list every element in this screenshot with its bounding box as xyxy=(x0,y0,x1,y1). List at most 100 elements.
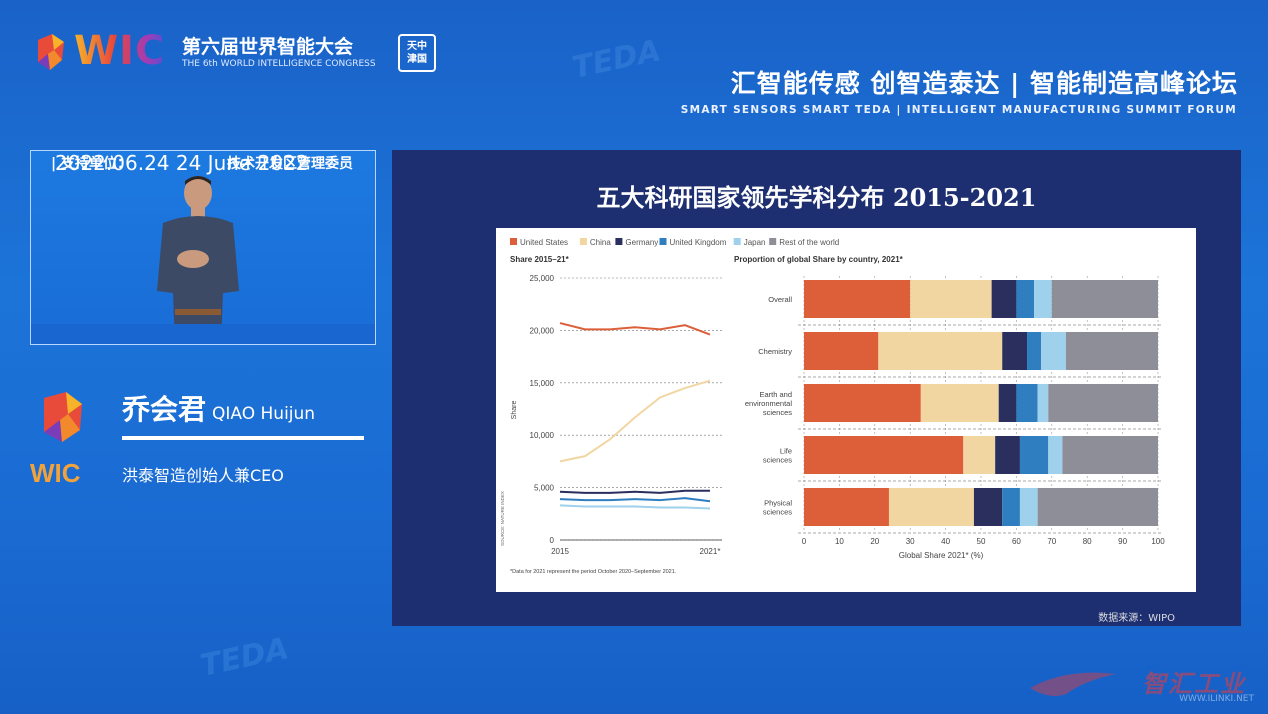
bar-category-label: Earth and xyxy=(759,390,792,399)
wic-logo-block: WIC 第六届世界智能大会 THE 6th WORLD INTELLIGENCE… xyxy=(30,28,450,78)
bar-segment-united-kingdom xyxy=(1016,280,1035,318)
bar-segment-rest-of-the-world xyxy=(1065,332,1158,370)
speaker-figure xyxy=(157,176,239,344)
legend-label: Japan xyxy=(744,238,766,247)
event-date: 2022.06.24 24 June 2022 xyxy=(55,151,309,175)
line-y-tick-label: 10,000 xyxy=(530,431,555,440)
bar-segment-united-kingdom xyxy=(1016,384,1038,422)
forum-title-en: SMART SENSORS SMART TEDA | INTELLIGENT M… xyxy=(680,104,1237,116)
line-y-tick-label: 25,000 xyxy=(530,274,555,283)
line-y-tick-label: 0 xyxy=(550,536,555,545)
bar-segment-united-states xyxy=(804,436,964,474)
bar-category-label: sciences xyxy=(763,408,792,417)
bar-segment-rest-of-the-world xyxy=(1048,384,1158,422)
wic-brain-icon xyxy=(38,34,64,70)
bar-segment-united-states xyxy=(804,384,921,422)
bar-category-label: Life xyxy=(780,447,792,456)
line-series-united-kingdom xyxy=(559,497,711,503)
line-series-germany xyxy=(559,489,710,494)
line-y-axis-label: Share xyxy=(511,401,518,420)
bar-segment-united-states xyxy=(804,488,889,526)
chart-panel: United States China Germany United Kingdom J… xyxy=(496,228,1196,592)
bar-segment-japan xyxy=(1019,488,1038,526)
support-unit-org: 技术开发区管理委员 xyxy=(227,156,353,172)
bar-segment-united-kingdom xyxy=(1019,436,1049,474)
line-chart-footnote: *Data for 2021 represent the period Octo… xyxy=(510,569,677,575)
bar-segment-united-kingdom xyxy=(1002,488,1020,526)
bar-x-tick-label: 20 xyxy=(870,537,879,546)
teda-watermark: TEDA xyxy=(197,631,292,684)
line-x-tick-label: 2021* xyxy=(700,547,721,556)
bar-x-tick-label: 0 xyxy=(802,537,807,546)
line-chart-title: Share 2015–21* xyxy=(510,255,570,264)
bar-segment-germany xyxy=(998,384,1017,422)
bar-category-label: sciences xyxy=(763,456,792,465)
legend-label: Germany xyxy=(625,238,658,247)
name-underline xyxy=(122,436,364,440)
wic-wordmark: WIC xyxy=(74,28,166,74)
brand-wing-icon xyxy=(1030,672,1116,696)
bar-x-tick-label: 90 xyxy=(1118,537,1127,546)
bar-x-tick-label: 100 xyxy=(1151,537,1165,546)
line-x-tick-label: 2015 xyxy=(551,547,569,556)
wic-side-logo: WIC xyxy=(30,392,82,488)
speaker-video: 2022.06.24 24 June 2022 | 支持单位： 技术开发区管理委… xyxy=(30,150,376,345)
side-logo-text: WIC xyxy=(30,458,81,488)
bar-category-label: sciences xyxy=(763,508,792,517)
legend-label: Rest of the world xyxy=(779,238,839,247)
bar-segment-china xyxy=(920,384,999,422)
line-y-tick-label: 20,000 xyxy=(530,326,555,335)
teda-watermark: TEDA xyxy=(569,33,664,86)
bar-category-label: Overall xyxy=(768,295,792,304)
speaker-job-title: 洪泰智造创始人兼CEO xyxy=(122,466,284,485)
bar-x-tick-label: 40 xyxy=(941,537,950,546)
presentation-slide: 五大科研国家领先学科分布 2015-2021 United States Chin… xyxy=(392,150,1241,626)
brand-watermark: 智汇工业 xyxy=(1142,670,1246,698)
bar-x-tick-label: 70 xyxy=(1047,537,1056,546)
bar-segment-germany xyxy=(991,280,1017,318)
bar-x-axis-label: Global Share 2021* (%) xyxy=(899,551,984,560)
legend-swatch xyxy=(659,238,667,245)
bar-segment-china xyxy=(910,280,992,318)
bar-segment-china xyxy=(878,332,1003,370)
line-series-japan xyxy=(559,504,711,510)
bar-x-tick-label: 30 xyxy=(906,537,915,546)
line-series-united-states xyxy=(559,322,711,336)
bar-segment-rest-of-the-world xyxy=(1062,436,1158,474)
legend-label: United Kingdom xyxy=(670,238,727,247)
congress-title-en: THE 6th WORLD INTELLIGENCE CONGRESS xyxy=(182,59,376,69)
speaker-name-cn: 乔会君 xyxy=(122,393,207,426)
congress-title-cn: 第六届世界智能大会 xyxy=(182,36,354,58)
legend-swatch xyxy=(579,238,587,245)
bar-segment-united-states xyxy=(804,280,911,318)
bar-category-label: Physical xyxy=(764,499,792,508)
bar-segment-japan xyxy=(1037,384,1049,422)
bar-x-tick-label: 10 xyxy=(835,537,844,546)
bar-segment-japan xyxy=(1034,280,1052,318)
bar-category-label: Chemistry xyxy=(758,347,792,356)
support-bar-bg xyxy=(31,324,375,344)
data-source: 数据来源：WIPO xyxy=(1098,613,1175,624)
bar-segment-united-kingdom xyxy=(1027,332,1042,370)
legend-swatch xyxy=(769,238,777,245)
support-unit-label: | 支持单位： xyxy=(51,156,131,172)
bar-x-tick-label: 60 xyxy=(1012,537,1021,546)
legend-swatch xyxy=(510,238,517,245)
bar-segment-china xyxy=(963,436,996,474)
legend-label: China xyxy=(590,238,611,247)
bar-segment-japan xyxy=(1048,436,1063,474)
bar-x-tick-label: 50 xyxy=(977,537,986,546)
legend-swatch xyxy=(615,238,623,245)
badge-line: 津国 xyxy=(407,54,427,65)
legend-label: United States xyxy=(520,238,568,247)
chart-figure: United States China Germany United Kingdom J… xyxy=(500,238,1165,575)
bar-segment-germany xyxy=(995,436,1020,474)
bar-segment-rest-of-the-world xyxy=(1037,488,1158,526)
tianjin-badge: 天中 津国 xyxy=(398,34,436,72)
bar-segment-germany xyxy=(973,488,1003,526)
bar-category-label: environmental xyxy=(745,399,792,408)
bar-x-tick-label: 80 xyxy=(1083,537,1092,546)
slide-title: 五大科研国家领先学科分布 2015-2021 xyxy=(596,183,1037,212)
bar-chart-title: Proportion of global Share by country, 2… xyxy=(734,255,904,264)
line-series-china xyxy=(559,379,711,463)
